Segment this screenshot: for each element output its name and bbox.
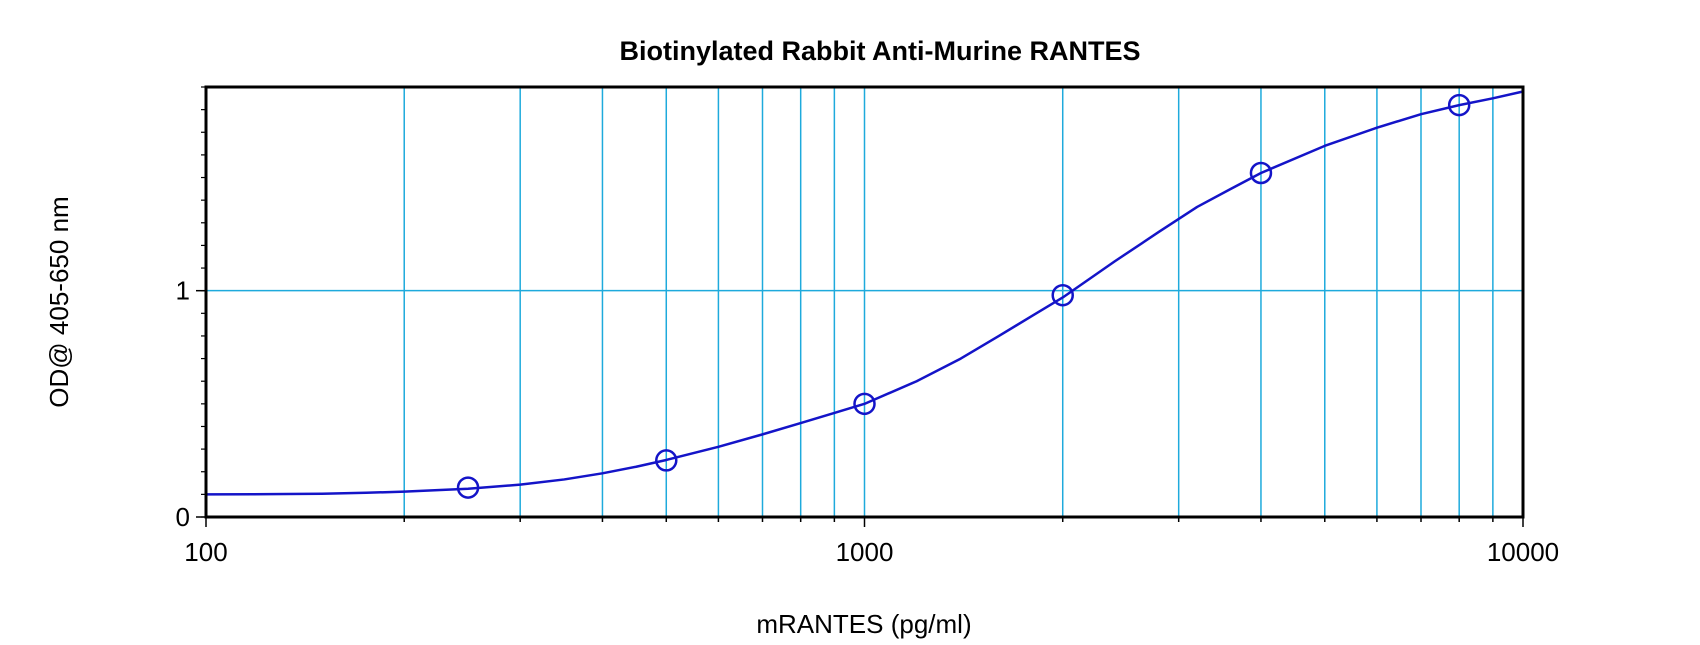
y-tick-label: 0 [176, 502, 190, 532]
x-tick-label: 100 [184, 537, 227, 567]
x-tick-label: 1000 [836, 537, 894, 567]
plot-frame [204, 85, 1525, 519]
y-axis-label: OD@ 405-650 nm [44, 196, 74, 407]
fit-curve-layer [205, 90, 1524, 496]
data-point [1051, 283, 1074, 307]
fit-curve [205, 90, 1524, 496]
y-tick-label: 1 [176, 276, 190, 306]
grid-lines [205, 87, 1524, 518]
data-point [655, 449, 678, 472]
x-axis-label: mRANTES (pg/ml) [756, 609, 971, 639]
data-point [456, 476, 480, 499]
chart-title: Biotinylated Rabbit Anti-Murine RANTES [620, 36, 1141, 66]
data-points [456, 93, 1471, 499]
data-point [1447, 93, 1471, 117]
data-point [1249, 161, 1273, 185]
data-point [853, 392, 876, 416]
x-tick-label: 10000 [1487, 537, 1559, 567]
tick-labels: 100 1000 10000 0 1 [176, 276, 1560, 567]
